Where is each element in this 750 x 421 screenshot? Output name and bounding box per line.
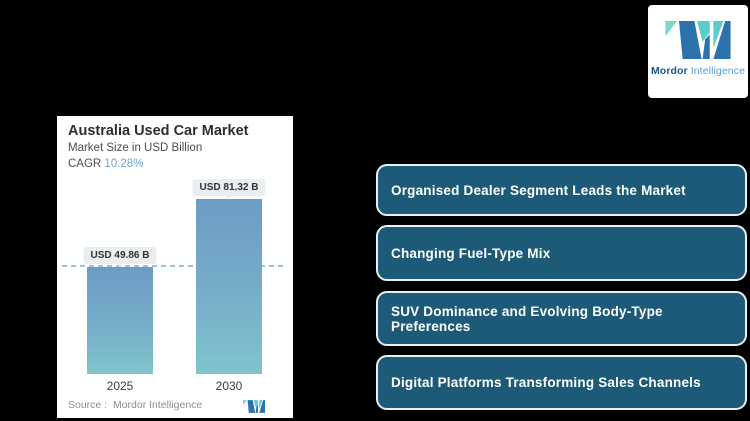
highlight-button-label: Digital Platforms Transforming Sales Cha… [391,375,701,390]
cagr-value: 10.28% [104,158,144,170]
brand-logo-box: Mordor Intelligence [648,5,748,98]
highlight-button-label: Changing Fuel-Type Mix [391,245,551,261]
x-axis-label-2030: 2030 [215,379,243,393]
source-label: Source : [68,399,108,411]
brand-name-light: Intelligence [690,65,746,77]
source-value: Mordor Intelligence [112,399,203,411]
bar-chart-plot: USD 49.86 B 2025 USD 81.32 B 2030 [57,116,293,418]
value-label-pointer [224,194,234,199]
highlight-button-label: Organised Dealer Segment Leads the Marke… [391,182,686,198]
brand-name-bold: Mordor [650,65,688,77]
chart-source: Source : Mordor Intelligence [68,399,202,411]
x-axis-label-2025: 2025 [106,379,134,393]
market-chart-card: Australia Used Car Market Market Size in… [57,116,293,418]
highlight-button-1[interactable]: Organised Dealer Segment Leads the Marke… [376,164,747,216]
bar-2025 [87,267,153,374]
mordor-intelligence-mini-logo-icon [243,400,265,413]
reference-dashed-line [62,264,286,267]
bar-2030 [196,199,262,374]
chart-title: Australia Used Car Market [68,123,249,139]
chart-subtitle: Market Size in USD Billion [68,142,203,154]
value-label-2030: USD 81.32 B [192,179,266,196]
highlight-button-2[interactable]: Changing Fuel-Type Mix [376,225,747,281]
value-label-2025: USD 49.86 B [83,247,157,264]
highlight-button-3[interactable]: SUV Dominance and Evolving Body-Type Pre… [376,291,747,346]
highlight-button-4[interactable]: Digital Platforms Transforming Sales Cha… [376,355,747,410]
cagr-label: CAGR [68,158,105,170]
chart-cagr: CAGR 10.28% [68,158,143,170]
value-label-pointer [115,262,125,267]
brand-name: Mordor Intelligence [648,65,748,77]
mordor-intelligence-logo-icon [665,21,731,59]
highlight-button-label: SUV Dominance and Evolving Body-Type Pre… [391,303,663,334]
